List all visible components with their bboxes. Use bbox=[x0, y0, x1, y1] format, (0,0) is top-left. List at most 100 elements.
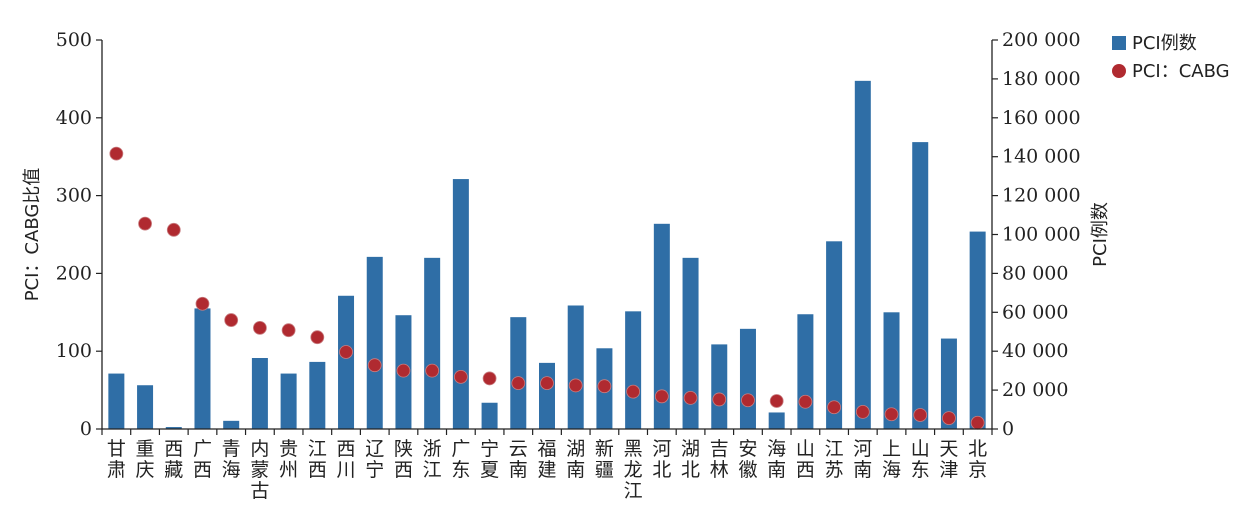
y-right-tick-label: 160 000 bbox=[1002, 107, 1081, 129]
y-right-tick-label: 200 000 bbox=[1002, 29, 1081, 51]
bar bbox=[424, 257, 441, 429]
bar bbox=[137, 385, 154, 429]
x-tick-label: 西川 bbox=[337, 438, 356, 481]
axes: 0 100 200 300 400 500 0 20 000 40 000 60 000 80 00… bbox=[56, 29, 1081, 440]
ratio-point bbox=[942, 411, 956, 426]
bar bbox=[854, 80, 871, 429]
bar bbox=[682, 257, 699, 429]
y-right-tick-label: 40 000 bbox=[1002, 340, 1068, 362]
x-tick-label: 山西 bbox=[796, 438, 815, 481]
ratio-point bbox=[425, 363, 440, 378]
x-tick-label: 云南 bbox=[509, 438, 528, 481]
x-tick-label: 上海 bbox=[882, 438, 901, 481]
y-left-tick-label: 0 bbox=[80, 418, 92, 440]
bar bbox=[366, 256, 383, 429]
x-tick-label: 山东 bbox=[911, 438, 930, 481]
ratio-point bbox=[482, 371, 497, 386]
ratio-point bbox=[224, 313, 239, 327]
x-tick-label: 辽宁 bbox=[365, 438, 384, 481]
bar bbox=[251, 358, 268, 429]
bar bbox=[539, 362, 555, 429]
y-right-tick-label: 120 000 bbox=[1002, 185, 1081, 207]
x-tick-label: 广东 bbox=[451, 438, 470, 481]
bar bbox=[223, 420, 240, 429]
ratio-point bbox=[626, 384, 641, 399]
x-tick-label: 北京 bbox=[968, 438, 987, 481]
bar bbox=[653, 223, 670, 429]
ratio-point bbox=[367, 358, 382, 373]
ratio-point bbox=[683, 390, 698, 405]
y-right-tick-label: 80 000 bbox=[1002, 262, 1068, 284]
ratio-point bbox=[310, 330, 325, 345]
bar bbox=[280, 373, 297, 429]
ratio-point bbox=[970, 415, 985, 430]
ratio-point bbox=[195, 296, 210, 311]
y-right-tick-label: 0 bbox=[1002, 418, 1014, 440]
x-tick-label: 黑龙江 bbox=[624, 438, 643, 502]
y-right-tick-label: 100 000 bbox=[1002, 224, 1081, 246]
x-tick-label: 天津 bbox=[939, 438, 958, 481]
legend-bar-swatch bbox=[1112, 36, 1126, 50]
bar bbox=[768, 412, 785, 429]
x-tick-label: 新疆 bbox=[595, 438, 614, 481]
ratio-point bbox=[253, 320, 267, 335]
bar bbox=[567, 305, 584, 429]
ratio-point bbox=[884, 407, 899, 422]
x-tick-label: 贵州 bbox=[279, 438, 298, 481]
bar bbox=[940, 338, 957, 429]
bar bbox=[510, 317, 527, 429]
ratio-point bbox=[281, 323, 296, 338]
y-right-tick-label: 140 000 bbox=[1002, 146, 1081, 168]
bar bbox=[338, 295, 355, 429]
bar bbox=[797, 314, 814, 429]
legend: PCI例数 PCI：CABG bbox=[1112, 33, 1230, 82]
x-tick-label: 青海 bbox=[222, 438, 241, 481]
legend-dot-label: PCI：CABG bbox=[1132, 61, 1230, 82]
ratio-point bbox=[855, 404, 870, 419]
bar bbox=[165, 427, 182, 429]
ratio-point bbox=[798, 394, 813, 409]
x-tick-label: 河南 bbox=[853, 438, 872, 481]
ratio-point bbox=[913, 408, 928, 422]
bar bbox=[452, 179, 469, 429]
ratio-point bbox=[712, 392, 727, 407]
ratio-point bbox=[769, 394, 784, 408]
y-left-tick-label: 100 bbox=[56, 340, 92, 362]
bar bbox=[969, 231, 986, 429]
y-left-tick-label: 200 bbox=[56, 262, 92, 284]
x-tick-label: 福建 bbox=[537, 438, 556, 481]
y-right-tick-label: 20 000 bbox=[1002, 379, 1068, 401]
bar bbox=[625, 311, 642, 429]
x-tick-label: 海南 bbox=[767, 438, 786, 481]
y-left-tick-label: 300 bbox=[56, 185, 92, 207]
ratio-point bbox=[540, 376, 554, 390]
y-left-tick-label: 500 bbox=[56, 29, 92, 51]
bar bbox=[711, 344, 728, 429]
category-labels: 甘肃重庆西藏广西青海内蒙古贵州江西西川辽宁陕西浙江广东宁夏云南福建湖南新疆黑龙江… bbox=[107, 438, 987, 502]
bar bbox=[826, 241, 843, 429]
ratio-point bbox=[654, 389, 669, 404]
bar bbox=[739, 328, 756, 429]
ratio-series bbox=[109, 146, 985, 430]
x-tick-label: 内蒙古 bbox=[250, 438, 269, 502]
y-left-tick-label: 400 bbox=[56, 107, 92, 129]
x-tick-label: 江苏 bbox=[825, 438, 844, 481]
y-right-tick-label: 60 000 bbox=[1002, 301, 1068, 323]
x-tick-label: 浙江 bbox=[423, 438, 442, 481]
ratio-point bbox=[741, 393, 755, 408]
legend-dot-swatch bbox=[1112, 64, 1126, 78]
x-tick-label: 西藏 bbox=[164, 438, 183, 481]
ratio-point bbox=[396, 363, 411, 378]
y-axis-left-label: PCI：CABG比值 bbox=[22, 168, 43, 302]
ratio-point bbox=[166, 222, 181, 237]
x-tick-label: 甘肃 bbox=[107, 438, 126, 481]
y-right-tick-label: 180 000 bbox=[1002, 68, 1081, 90]
bar bbox=[481, 402, 498, 429]
bar bbox=[194, 308, 211, 429]
x-tick-label: 湖北 bbox=[681, 438, 700, 481]
legend-bar-label: PCI例数 bbox=[1132, 33, 1197, 54]
bar bbox=[883, 312, 900, 429]
x-tick-label: 陕西 bbox=[394, 438, 413, 481]
x-tick-label: 吉林 bbox=[710, 438, 729, 481]
